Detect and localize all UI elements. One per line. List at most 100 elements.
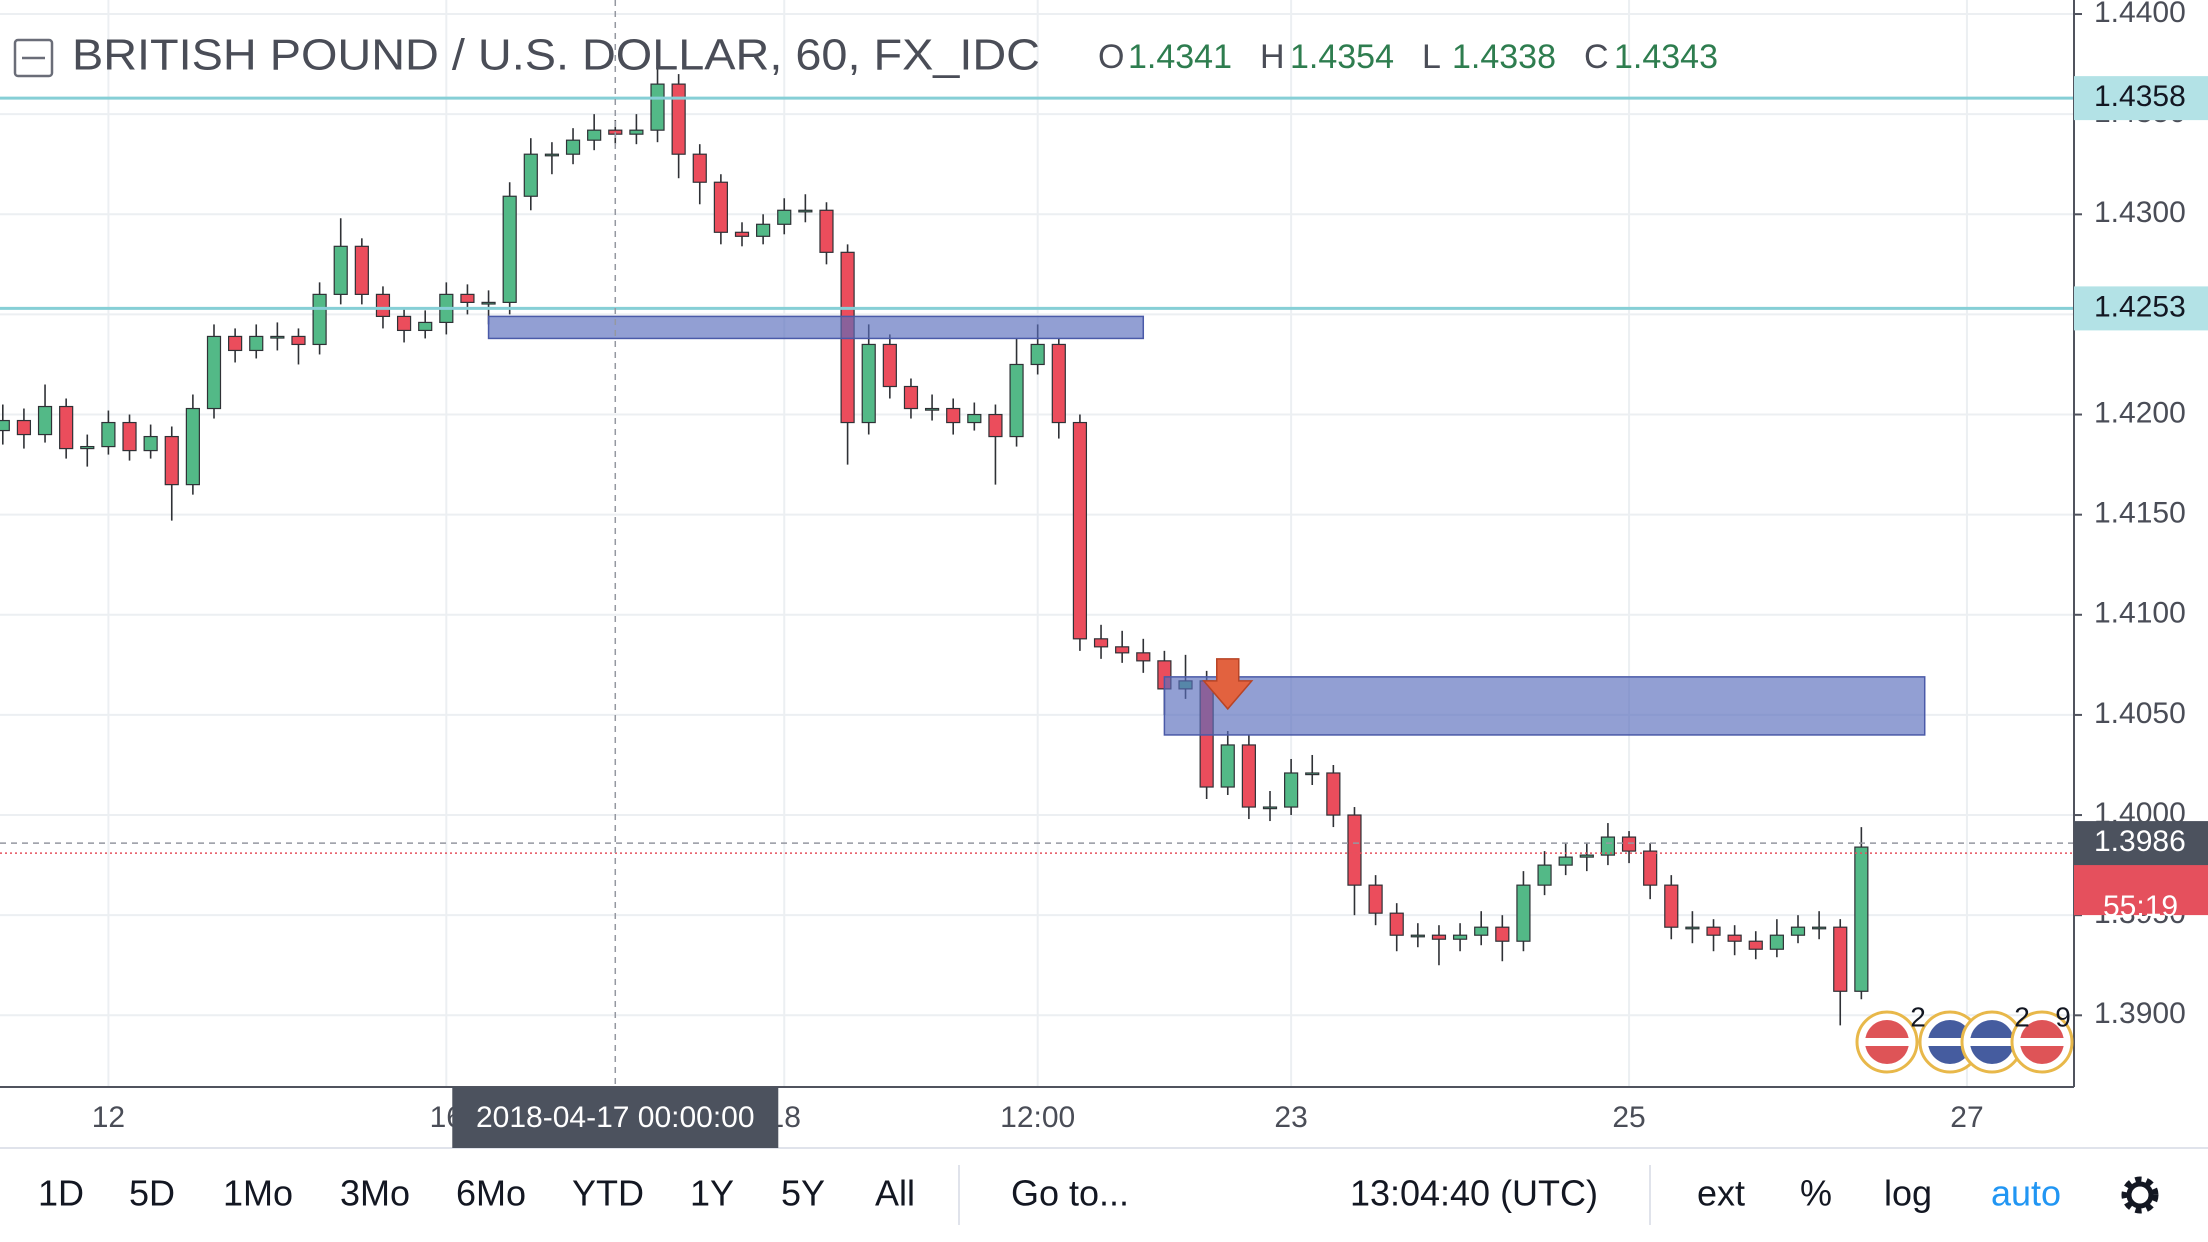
clock: 13:04:40 (UTC) [1350, 1173, 1598, 1214]
candle-body [1706, 926, 1721, 936]
candle-body [946, 407, 961, 424]
candle-body [1790, 926, 1806, 936]
candle-body [1093, 638, 1109, 648]
candle-body [333, 245, 348, 295]
candle-body [565, 139, 581, 155]
candle-body [1051, 343, 1066, 424]
range-button[interactable]: 1D [38, 1173, 84, 1214]
candle-body [1621, 836, 1637, 852]
price-label: 1.4358 [2094, 80, 2186, 113]
candle-body [1812, 926, 1827, 930]
candle-body [1368, 884, 1383, 914]
option-button[interactable]: log [1884, 1173, 1932, 1214]
legend-key: O [1098, 38, 1124, 76]
legend-value: 1.4343 [1614, 38, 1718, 76]
candle-body [967, 413, 982, 424]
range-button[interactable]: All [875, 1173, 915, 1214]
legend-key: C [1584, 38, 1609, 76]
legend-value: 1.4338 [1452, 38, 1556, 76]
candle-body [481, 301, 496, 305]
crosshair-time-label: 2018-04-17 00:00:00 [476, 1101, 755, 1134]
legend-key: H [1260, 38, 1285, 76]
candle-body [1769, 934, 1784, 950]
price-label: 1.4253 [2094, 290, 2186, 323]
legend-key: L [1422, 38, 1441, 76]
candle-body [523, 153, 538, 197]
candle-body [1854, 846, 1869, 992]
option-button[interactable]: ext [1697, 1173, 1745, 1214]
event-badge-count: 2 [1910, 1001, 1926, 1032]
candle-body [291, 335, 306, 346]
candle-body [1136, 652, 1151, 662]
candle-body [1284, 772, 1299, 808]
candle-body [1220, 744, 1235, 788]
candle-body [249, 335, 264, 352]
candle-body [312, 293, 327, 346]
candle-body [396, 315, 412, 332]
candle-body [80, 445, 95, 450]
range-button[interactable]: 1Y [690, 1173, 734, 1214]
range-button[interactable]: 1Mo [223, 1173, 293, 1214]
candle-body [1072, 421, 1088, 640]
candle-body [1389, 912, 1404, 936]
x-tick-label: 12:00 [1000, 1101, 1075, 1134]
legend-value: 1.4341 [1128, 38, 1232, 76]
range-button[interactable]: 6Mo [456, 1173, 526, 1214]
candle-body [1326, 772, 1341, 816]
candle-body [1558, 856, 1573, 866]
candle-body [164, 435, 179, 486]
candle-body [692, 153, 707, 183]
candle-body [1600, 836, 1616, 856]
option-button[interactable]: % [1800, 1173, 1832, 1214]
zone [487, 315, 1145, 340]
crosshair-time-box [452, 1087, 779, 1148]
event-flag-stripe [2020, 1038, 2064, 1046]
candle-body [1452, 934, 1468, 940]
range-button[interactable]: 3Mo [340, 1173, 410, 1214]
candle-body [756, 223, 771, 237]
candle-body [1431, 934, 1447, 940]
arrow-marker [1202, 658, 1254, 711]
candle-body [650, 83, 665, 131]
candle-body [1833, 926, 1848, 992]
candle-body [671, 83, 686, 155]
goto-button[interactable]: Go to... [1011, 1173, 1129, 1214]
candle-body [798, 209, 813, 213]
collapse-icon[interactable] [13, 38, 54, 78]
range-button[interactable]: 5D [129, 1173, 175, 1214]
range-button[interactable]: YTD [572, 1173, 644, 1214]
plot-area [0, 0, 2074, 1087]
candle-body [1537, 864, 1552, 886]
candle-body [502, 195, 517, 303]
candle-body [37, 405, 53, 436]
candle-body [228, 335, 243, 352]
gear-ring [2126, 1181, 2154, 1209]
gear-teeth [2121, 1176, 2159, 1214]
countdown: 55:19 [2103, 890, 2178, 923]
candle-body [122, 421, 137, 452]
x-tick-label: 27 [1950, 1101, 1983, 1134]
candle-body [1495, 926, 1510, 942]
candle-body [1009, 363, 1024, 438]
candle-body [1410, 934, 1425, 938]
range-button[interactable]: 5Y [781, 1173, 825, 1214]
candle-body [1262, 806, 1278, 810]
event-flag-stripe [1865, 1038, 1909, 1046]
candle-body [418, 321, 433, 332]
y-tick-label: 1.4150 [2094, 497, 2186, 530]
candle-body [16, 419, 32, 436]
candle-body [1664, 884, 1679, 928]
y-tick-label: 1.4050 [2094, 697, 2186, 730]
candle-body [1579, 854, 1594, 858]
candle-body [1643, 850, 1658, 886]
legend-value: 1.4354 [1290, 38, 1394, 76]
candle-body [354, 245, 369, 295]
settings-icon[interactable] [2121, 1176, 2159, 1214]
y-tick-label: 1.4300 [2094, 196, 2186, 229]
candle-body [924, 407, 940, 411]
option-button[interactable]: auto [1991, 1173, 2061, 1214]
